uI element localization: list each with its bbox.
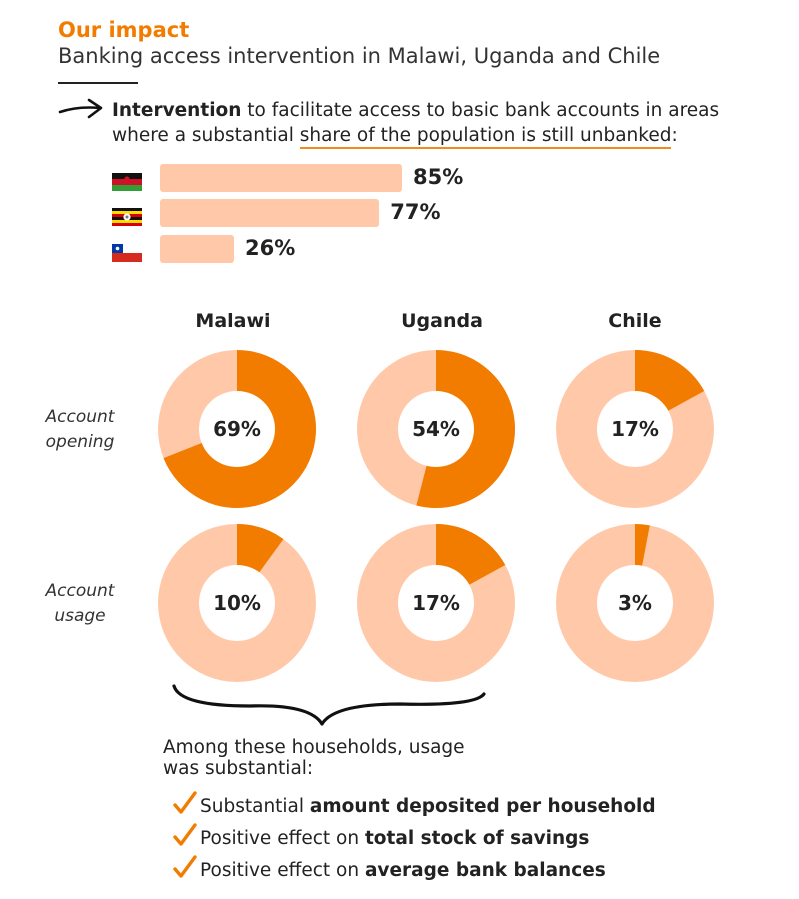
donut-label-usage-malawi: 10% [213,591,261,615]
intro-underlined: share of the population is still unbanke… [299,125,672,149]
donut-hole [597,565,673,641]
bar-chile [160,235,235,263]
row-label-usage-line1: Account [45,581,115,601]
checkmark-icon [173,855,197,878]
column-header-chile: Chile [608,310,662,332]
donut-label-opening-malawi: 69% [213,417,261,441]
benefit-item: Substantial amount deposited per househo… [172,791,656,817]
column-header-uganda: Uganda [401,310,483,332]
intro-bold: Intervention [112,100,242,121]
donut-hole [597,391,673,467]
summary-text: Among these households, usage was substa… [163,737,523,779]
benefit-prefix: Substantial [200,796,310,817]
malawi-flag-icon [112,173,142,191]
checkmark-icon [173,791,197,814]
benefit-emphasis: average bank balances [364,860,606,881]
donut-label-usage-chile: 3% [618,591,652,615]
benefit-prefix: Positive effect on [200,860,365,881]
page-subtitle: Banking access intervention in Malawi, U… [58,44,661,68]
summary-line1: Among these households, usage [163,737,465,758]
donut-label-opening-chile: 17% [611,417,659,441]
row-label-account-opening: Account opening [35,405,125,455]
bar-label-malawi: 85% [413,165,464,189]
intro-text: to facilitate access to basic bank accou… [112,100,720,146]
benefit-prefix: Positive effect on [200,828,365,849]
bar-uganda [160,199,380,227]
column-header-malawi: Malawi [195,310,271,332]
benefit-item: Positive effect on average bank balances [172,855,606,881]
benefit-emphasis: total stock of savings [364,828,590,849]
arrow-right-icon [58,98,103,119]
bar-label-uganda: 77% [390,200,441,224]
donut-hole [398,565,474,641]
bar-malawi [160,164,402,192]
row-label-opening-line2: opening [45,432,115,452]
chile-flag-icon [112,244,142,262]
row-label-usage-line2: usage [54,606,106,626]
benefit-emphasis: amount deposited per household [309,796,656,817]
donut-hole [199,391,275,467]
page-title: Our impact [58,18,190,42]
intervention-description: Intervention to facilitate access to bas… [112,98,752,149]
donut-hole [398,391,474,467]
donut-label-opening-uganda: 54% [412,417,460,441]
summary-line2: was substantial: [163,758,314,779]
title-divider [58,82,138,84]
uganda-flag-icon [112,208,142,226]
row-label-opening-line1: Account [45,407,115,427]
donut-label-usage-uganda: 17% [412,591,460,615]
curly-brace-icon [172,684,486,726]
bar-label-chile: 26% [245,236,296,260]
benefit-item: Positive effect on total stock of saving… [172,823,589,849]
row-label-account-usage: Account usage [35,579,125,629]
intro-colon: : [671,125,678,146]
donut-chart-grid: 69% 54% 17% 10% 17% 3% [158,350,714,682]
donut-hole [199,565,275,641]
checkmark-icon [173,823,197,846]
